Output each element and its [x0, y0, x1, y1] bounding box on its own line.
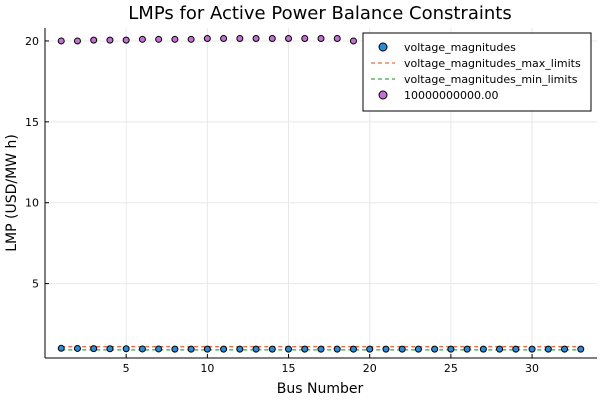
data-point — [561, 345, 569, 353]
data-point — [496, 345, 504, 353]
legend-marker — [378, 42, 388, 52]
data-point — [106, 345, 114, 353]
data-point — [171, 35, 179, 43]
data-point — [512, 345, 520, 353]
legend-label: voltage_magnitudes_min_limits — [404, 73, 578, 86]
data-point — [73, 344, 81, 352]
data-point — [90, 345, 98, 353]
data-point — [317, 35, 325, 43]
y-axis-label: LMP (USD/MW h) — [4, 134, 20, 252]
data-point — [431, 345, 439, 353]
data-point — [479, 345, 487, 353]
data-point — [220, 345, 228, 353]
data-point — [544, 345, 552, 353]
data-point — [122, 345, 130, 353]
data-point — [447, 345, 455, 353]
data-point — [333, 345, 341, 353]
data-point — [577, 345, 585, 353]
data-point — [301, 35, 309, 43]
data-point — [366, 345, 374, 353]
data-point — [268, 35, 276, 43]
data-point — [187, 345, 195, 353]
y-tick-label: 5 — [32, 278, 39, 291]
y-tick-label: 15 — [25, 116, 39, 129]
chart-title: LMPs for Active Power Balance Constraint… — [128, 3, 511, 24]
y-tick-label: 10 — [25, 197, 39, 210]
legend-marker — [378, 90, 388, 100]
data-point — [187, 35, 195, 43]
data-point — [414, 345, 422, 353]
data-point — [220, 35, 228, 43]
data-point — [349, 345, 357, 353]
data-point — [382, 345, 390, 353]
data-point — [398, 345, 406, 353]
data-point — [285, 345, 293, 353]
data-point — [57, 37, 65, 45]
data-point — [301, 345, 309, 353]
x-tick-label: 30 — [525, 362, 539, 375]
x-tick-label: 15 — [282, 362, 296, 375]
legend-label: voltage_magnitudes_max_limits — [404, 57, 581, 70]
data-point — [285, 35, 293, 43]
data-point — [236, 345, 244, 353]
data-point — [252, 345, 260, 353]
data-point — [349, 37, 357, 45]
x-tick-label: 10 — [200, 362, 214, 375]
data-point — [106, 36, 114, 44]
data-point — [317, 345, 325, 353]
data-point — [333, 35, 341, 43]
data-point — [268, 345, 276, 353]
data-point — [73, 37, 81, 45]
x-tick-label: 20 — [363, 362, 377, 375]
axes: 5 10 15 20 25 30 5 10 15 20 — [25, 28, 597, 375]
legend: voltage_magnitudes voltage_magnitudes_max… — [362, 32, 592, 112]
legend-label: 10000000000.00 — [404, 89, 498, 102]
data-point — [252, 35, 260, 43]
data-point — [155, 35, 163, 43]
data-point — [90, 36, 98, 44]
legend-label: voltage_magnitudes — [404, 41, 516, 54]
data-point — [463, 345, 471, 353]
data-point — [203, 35, 211, 43]
x-tick-label: 5 — [123, 362, 130, 375]
data-point — [203, 345, 211, 353]
data-point — [155, 345, 163, 353]
x-axis-label: Bus Number — [277, 381, 364, 397]
legend-box — [362, 32, 592, 112]
y-tick-label: 20 — [25, 35, 39, 48]
data-point — [171, 345, 179, 353]
data-point — [138, 345, 146, 353]
data-point — [57, 344, 65, 352]
data-point — [528, 345, 536, 353]
x-tick-label: 25 — [444, 362, 458, 375]
data-point — [138, 35, 146, 43]
data-point — [236, 35, 244, 43]
data-point — [122, 36, 130, 44]
